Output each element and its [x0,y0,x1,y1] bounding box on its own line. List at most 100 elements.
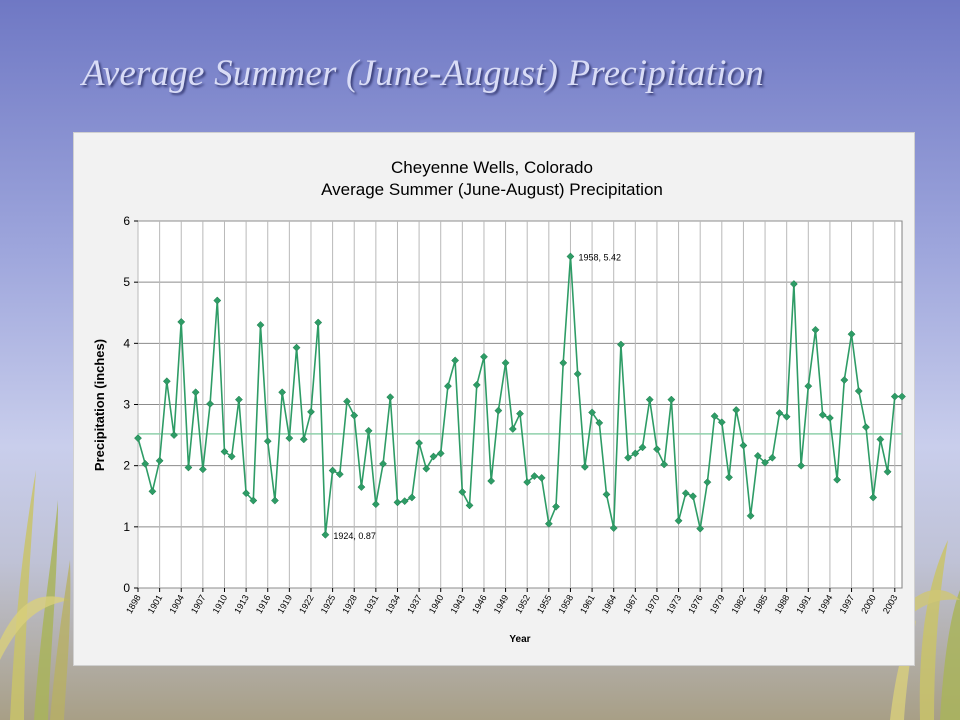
x-tick-label: 1898 [124,593,143,615]
data-point [674,516,683,525]
data-point [703,478,712,487]
data-point [667,395,676,404]
grass-blade [940,590,960,720]
data-point [862,423,870,432]
data-point [804,382,813,391]
x-tick-label: 1949 [492,593,511,615]
data-point [530,472,539,481]
annotation-layer: 1958, 5.42 1924, 0.87 [333,252,621,540]
data-point [775,409,784,418]
data-point [854,387,863,395]
y-axis-ticks: 0 1 2 3 4 5 6 [123,214,138,595]
data-point [177,317,186,326]
data-point [725,473,733,482]
x-tick-label: 1946 [470,593,489,615]
data-point [371,500,380,509]
data-point [307,407,315,416]
data-point [710,412,719,421]
grid-lines [137,220,902,589]
data-point [184,463,193,472]
x-tick-label: 1931 [362,593,381,615]
y-tick-label: 1 [123,520,130,534]
x-tick-label: 1952 [513,593,532,615]
x-tick-label: 1994 [816,593,835,615]
x-tick-label: 1907 [189,593,208,615]
data-point [155,456,164,465]
data-point [429,452,438,461]
data-point [602,490,611,499]
data-point [379,459,388,468]
data-point [696,524,705,533]
data-point [652,445,661,454]
slide-title: Average Summer (June-August) Precipitati… [82,53,765,94]
y-tick-label: 0 [123,581,130,595]
data-point [335,470,344,479]
data-point [768,453,777,462]
data-point [739,441,748,450]
x-tick-label: 1964 [600,593,619,615]
data-point [580,462,589,471]
data-point [242,489,251,498]
y-tick-label: 3 [123,398,130,412]
data-point [227,452,236,461]
data-point [480,352,488,361]
data-point [148,487,157,496]
data-point [588,408,597,417]
x-tick-label: 1922 [297,593,316,615]
data-point [501,358,510,367]
data-point [321,530,330,539]
data-point [400,497,409,506]
data-point [343,397,351,406]
data-point [141,459,150,468]
chart-subtitle: Average Summer (June-August) Precipitati… [321,180,663,199]
data-point [876,435,885,444]
y-tick-label: 4 [123,336,130,350]
data-point [833,475,842,484]
data-point [732,406,741,414]
data-point [465,501,474,510]
data-point [314,318,323,327]
y-tick-label: 6 [123,214,130,228]
data-point [753,451,762,460]
data-point [869,493,878,502]
x-tick-label: 1991 [794,593,813,615]
precipitation-line-chart: Cheyenne Wells, Colorado Average Summer … [92,158,906,645]
data-point [270,496,279,505]
x-tick-label: 1967 [621,593,640,615]
x-tick-label: 1928 [340,593,359,615]
data-point [263,437,272,446]
data-point [638,443,647,452]
data-point [407,493,416,502]
data-point [328,466,337,475]
data-point [616,340,625,349]
data-point [386,393,395,402]
data-point [645,395,654,404]
data-label: 1958, 5.42 [578,252,621,262]
x-tick-label: 1982 [729,593,748,615]
x-axis-ticks: 1898 1901 1904 1907 1910 1913 1916 1919 1922 1925… [124,588,900,615]
data-point [472,380,481,389]
data-point [883,467,892,476]
data-point [811,325,820,334]
data-point [234,395,243,404]
grass-blade [912,589,960,612]
x-tick-label: 1976 [686,593,705,615]
data-point [436,449,445,458]
data-point [559,358,568,367]
chart-panel: Cheyenne Wells, Colorado Average Summer … [73,132,915,666]
data-point [451,356,460,365]
data-point [840,376,849,384]
grass-blade [0,596,70,660]
data-point [746,511,755,520]
x-tick-label: 2003 [881,593,900,615]
grass-blade [919,540,948,720]
data-point [220,447,229,456]
data-point [357,483,366,492]
data-point [508,425,517,433]
x-tick-label: 1913 [232,593,251,615]
data-point [898,392,906,401]
x-tick-label: 1934 [384,593,403,615]
data-point [249,496,258,505]
x-tick-label: 1937 [405,593,424,615]
